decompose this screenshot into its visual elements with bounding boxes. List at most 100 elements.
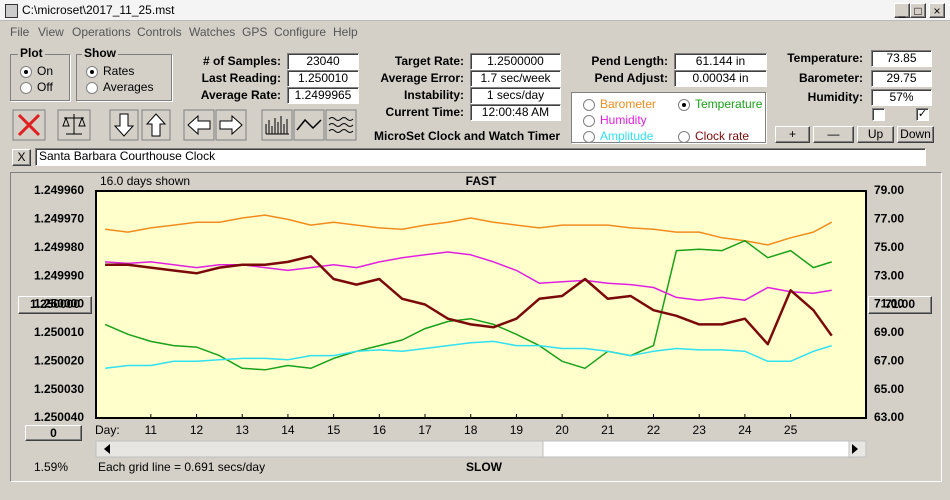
tool-waves[interactable] [325,109,357,141]
x-tick-label: 16 [373,423,387,437]
field-value: 1 secs/day [470,87,561,104]
radio-dot [682,103,686,107]
group-title: Plot [18,46,45,60]
button[interactable]: — [813,126,854,143]
fast-label: FAST [466,174,497,188]
offset-button[interactable]: 0 [25,425,82,441]
field-label: Last Reading: [201,71,281,85]
field-label: Pend Adjust: [594,71,668,85]
radio-label[interactable]: Barometer [600,97,657,111]
tool-bars[interactable] [261,109,293,141]
radio-button[interactable] [678,131,690,143]
chart-frame [10,172,942,482]
series-line [105,340,832,370]
field-value: 1.250010 [287,70,359,87]
tool-balance[interactable] [57,109,91,141]
menu-item[interactable]: File [10,25,30,39]
radio-button[interactable] [583,115,595,127]
tool-clear[interactable] [12,109,46,141]
y-tick-label: 1.250010 [34,325,84,339]
radio-label[interactable]: Off [37,80,53,94]
close[interactable]: × [929,3,945,18]
y2-tick-label: 79.00 [874,183,904,197]
button[interactable]: + [775,126,810,143]
radio-button[interactable] [86,66,98,78]
clear-button[interactable]: X [12,149,31,166]
x-tick-label: 13 [236,423,250,437]
tool-right[interactable] [215,109,247,141]
x-tick-label: 19 [510,423,524,437]
menu-item[interactable]: Controls [137,25,182,39]
x-tick-label: 14 [281,423,295,437]
radio-button[interactable] [86,82,98,94]
field-label: Average Error: [380,71,464,85]
menu-item[interactable]: View [38,25,64,39]
tool-down[interactable] [109,109,139,141]
minimize[interactable]: _ [894,3,910,18]
center-button[interactable]: 1.250000 [18,296,92,314]
field-label: Average Rate: [200,88,281,102]
radio-label[interactable]: Temperature [695,97,763,111]
y2-tick-label: 71.00 [874,297,904,311]
y-tick-label: 1.250020 [34,353,84,367]
radio-button[interactable] [20,66,32,78]
button[interactable]: Up [857,126,894,143]
field-value: 1.2499965 [287,87,359,104]
scroll-left[interactable] [104,444,110,454]
y2-tick-label: 67.00 [874,353,904,367]
field-value: 57% [871,89,932,106]
radio-label[interactable]: Clock rate [695,129,750,143]
radio-button[interactable] [20,82,32,94]
slow-label: SLOW [466,460,503,474]
y-tick-label: 1.250040 [34,410,84,424]
radio-button[interactable] [583,131,595,143]
field-value: 73.85 [871,50,932,67]
series-line [105,214,833,246]
menu-item[interactable]: Help [333,25,358,39]
y-tick-label: 1.249970 [34,212,84,226]
field-value: 1.2500000 [470,53,561,70]
title-bar [0,0,950,21]
checkbox[interactable]: ✓ [916,108,929,121]
y2-button[interactable]: 71.00 [868,296,932,314]
x-tick-label: 20 [555,423,569,437]
x-tick-label: 23 [693,423,707,437]
radio-label[interactable]: Humidity [600,113,647,127]
y2-tick-label: 73.00 [874,268,904,282]
show-group [76,54,172,101]
tool-wave[interactable] [293,109,325,141]
radio-label[interactable]: On [37,64,54,78]
scroll-thumb[interactable] [542,440,850,458]
button[interactable]: Down [897,126,934,143]
series-line [105,251,832,301]
radio-label[interactable]: Amplitude [600,129,654,143]
percent: 1.59% [34,460,68,474]
tool-up[interactable] [141,109,171,141]
checkbox[interactable] [872,108,885,121]
clock-name[interactable]: Santa Barbara Courthouse Clock [35,148,926,166]
radio-button[interactable] [583,99,595,111]
x-tick-label: 15 [327,423,341,437]
field-label: Instability: [403,88,464,102]
field-label: Barometer: [798,70,863,85]
series-line [105,255,833,346]
radio-label[interactable]: Averages [103,80,154,94]
radio-label[interactable]: Rates [103,64,135,78]
radio-button[interactable] [678,99,690,111]
x-tick-label: 12 [190,423,204,437]
field-value: 23040 [287,53,359,70]
field-label: Temperature: [787,51,863,65]
menu-item[interactable]: Configure [274,25,327,39]
menu-item[interactable]: Watches [189,25,236,39]
field-label: Humidity: [807,90,863,104]
tool-left[interactable] [183,109,215,141]
menu-item[interactable]: GPS [242,25,268,39]
maximize[interactable]: □ [910,3,926,18]
menu-item[interactable]: Operations [72,25,131,39]
scroll-right[interactable] [852,444,858,454]
field-value: 1.7 sec/week [470,70,561,87]
y2-tick-label: 69.00 [874,325,904,339]
